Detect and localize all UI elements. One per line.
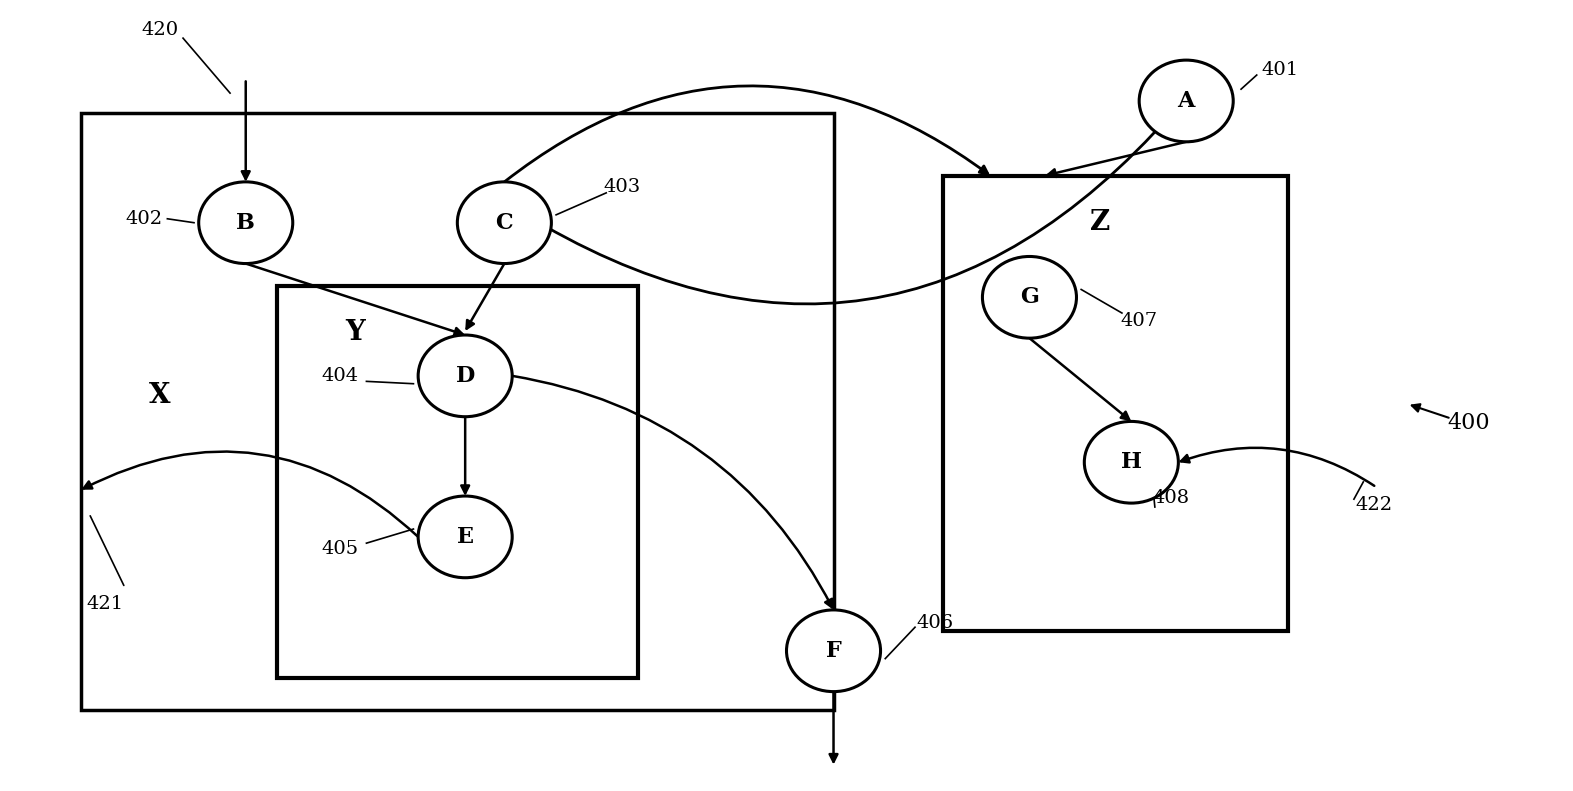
Text: 421: 421 — [87, 595, 123, 613]
Ellipse shape — [1084, 422, 1178, 503]
Ellipse shape — [418, 335, 513, 417]
Text: 402: 402 — [126, 210, 162, 228]
Text: 406: 406 — [917, 615, 953, 632]
Text: Z: Z — [1090, 209, 1111, 237]
Text: C: C — [495, 212, 513, 233]
Text: 401: 401 — [1262, 61, 1299, 78]
Bar — [82, 113, 834, 710]
Text: F: F — [826, 640, 842, 662]
Text: 403: 403 — [604, 178, 640, 196]
Text: 400: 400 — [1447, 412, 1490, 434]
Text: D: D — [456, 365, 475, 387]
Text: 404: 404 — [321, 367, 359, 385]
Text: 407: 407 — [1120, 312, 1158, 330]
Text: 408: 408 — [1151, 489, 1189, 506]
Text: A: A — [1178, 90, 1195, 112]
Text: 422: 422 — [1356, 497, 1392, 514]
Text: Y: Y — [346, 319, 365, 346]
Bar — [277, 286, 637, 678]
Text: G: G — [1019, 286, 1038, 308]
Ellipse shape — [786, 610, 881, 691]
Ellipse shape — [418, 496, 513, 577]
Ellipse shape — [458, 182, 552, 263]
Ellipse shape — [198, 182, 293, 263]
Bar — [944, 176, 1288, 631]
Text: 405: 405 — [321, 539, 359, 558]
Ellipse shape — [1139, 60, 1233, 142]
Text: B: B — [236, 212, 255, 233]
Text: H: H — [1122, 451, 1142, 473]
Text: X: X — [149, 382, 170, 409]
Text: E: E — [456, 526, 473, 548]
Text: 420: 420 — [142, 21, 178, 40]
Ellipse shape — [983, 256, 1076, 339]
